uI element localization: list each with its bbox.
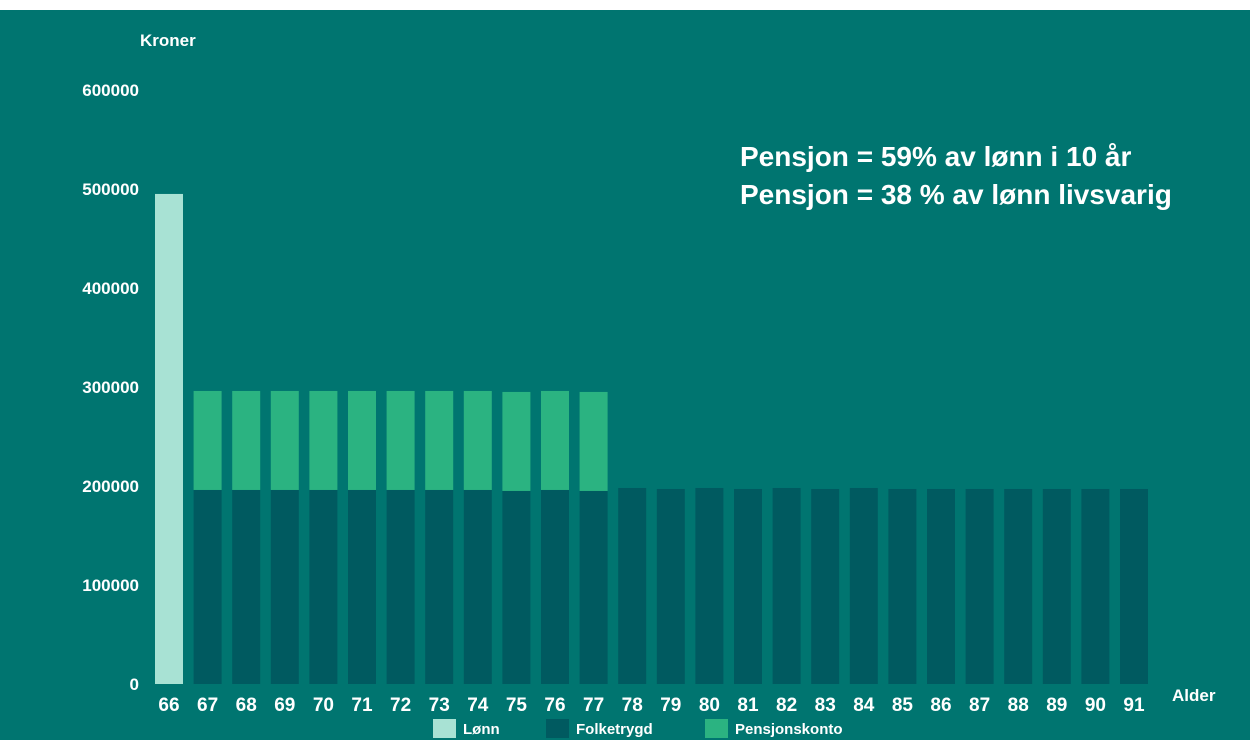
bar-pensjonskonto-72 [386,390,415,490]
x-tick-label: 80 [699,695,720,716]
bar-folketrygd-91 [1120,488,1148,684]
y-tick-label: 100000 [82,576,139,595]
bar-folketrygd-86 [927,488,955,684]
x-tick-label: 78 [622,695,643,716]
bar-pensjonskonto-68 [232,390,261,490]
bar-pensjonskonto-73 [425,390,454,490]
bar-folketrygd-85 [888,488,917,684]
x-tick-label: 73 [429,695,450,716]
x-tick-label: 81 [737,695,759,716]
x-tick-label: 71 [351,695,373,716]
bar-pensjonskonto-76 [541,390,569,490]
x-tick-label: 70 [313,695,334,716]
x-axis-ticks: 66 67 68 69 70 71 72 73 74 75 76 77 78 79 80 81 82 83 84 85… [158,695,1145,716]
bar-folketrygd-84 [849,487,878,684]
annotation-line-1: Pensjon = 59% av lønn i 10 år [740,141,1131,172]
bar-folketrygd-81 [734,488,762,684]
y-tick-label: 400000 [82,279,139,298]
x-tick-label: 90 [1085,695,1106,716]
x-tick-label: 74 [467,695,489,716]
y-tick-label: 200000 [82,477,139,496]
annotation-line-2: Pensjon = 38 % av lønn livsvarig [740,179,1172,210]
x-tick-label: 83 [815,695,836,716]
stacked-bar-chart: Kroner Alder Pensjon = 59% av lønn i 10 … [82,31,1216,738]
x-tick-label: 87 [969,695,990,716]
bar-folketrygd-88 [1004,488,1033,684]
bar-pensjonskonto-70 [309,390,338,490]
legend-swatch-pensjonskonto [705,719,728,738]
bar-folketrygd-79 [656,488,685,684]
x-tick-label: 84 [853,695,875,716]
x-tick-label: 66 [158,695,179,716]
bar-pensjonskonto-69 [270,390,299,490]
bar-lønn-66 [155,193,183,684]
y-tick-label: 0 [130,675,139,694]
bar-pensjonskonto-77 [579,391,608,491]
bars [155,193,1148,684]
x-tick-label: 75 [506,695,528,716]
bar-folketrygd-74 [463,489,492,684]
bar-folketrygd-68 [232,489,261,684]
bar-folketrygd-80 [695,487,724,684]
y-axis-label: Kroner [140,31,196,50]
bar-folketrygd-76 [541,489,569,684]
y-axis-ticks: 0 100000 200000 300000 400000 500000 600000 [82,81,139,694]
bar-pensjonskonto-74 [463,390,492,490]
bar-folketrygd-89 [1042,488,1071,684]
y-tick-label: 600000 [82,81,139,100]
chart-panel: Kroner Alder Pensjon = 59% av lønn i 10 … [0,10,1250,740]
bar-folketrygd-69 [270,489,299,684]
bar-folketrygd-90 [1081,488,1110,684]
bar-folketrygd-75 [502,490,531,684]
x-tick-label: 86 [930,695,951,716]
legend: Lønn Folketrygd Pensjonskonto [433,719,843,738]
legend-swatch-lønn [433,719,456,738]
bar-pensjonskonto-75 [502,391,531,491]
bar-folketrygd-87 [965,488,994,684]
legend-label-lønn: Lønn [463,721,500,738]
x-axis-label: Alder [1172,686,1216,705]
legend-label-pensjonskonto: Pensjonskonto [735,721,843,738]
bar-folketrygd-77 [579,490,608,684]
x-tick-label: 89 [1046,695,1067,716]
bar-pensjonskonto-71 [348,390,376,490]
bar-folketrygd-71 [348,489,376,684]
bar-folketrygd-82 [772,487,801,684]
bar-folketrygd-73 [425,489,454,684]
x-tick-label: 72 [390,695,411,716]
x-tick-label: 79 [660,695,681,716]
x-tick-label: 77 [583,695,604,716]
x-tick-label: 88 [1008,695,1029,716]
bar-folketrygd-67 [193,489,222,684]
legend-label-folketrygd: Folketrygd [576,721,653,738]
bar-folketrygd-70 [309,489,338,684]
bar-folketrygd-78 [618,487,647,684]
x-tick-label: 67 [197,695,218,716]
bar-folketrygd-83 [811,488,840,684]
x-tick-label: 82 [776,695,797,716]
x-tick-label: 91 [1123,695,1145,716]
bar-pensjonskonto-67 [193,390,222,490]
y-tick-label: 500000 [82,180,139,199]
x-tick-label: 76 [544,695,565,716]
y-tick-label: 300000 [82,378,139,397]
x-tick-label: 68 [236,695,257,716]
legend-swatch-folketrygd [546,719,569,738]
bar-folketrygd-72 [386,489,415,684]
x-tick-label: 69 [274,695,295,716]
x-tick-label: 85 [892,695,914,716]
